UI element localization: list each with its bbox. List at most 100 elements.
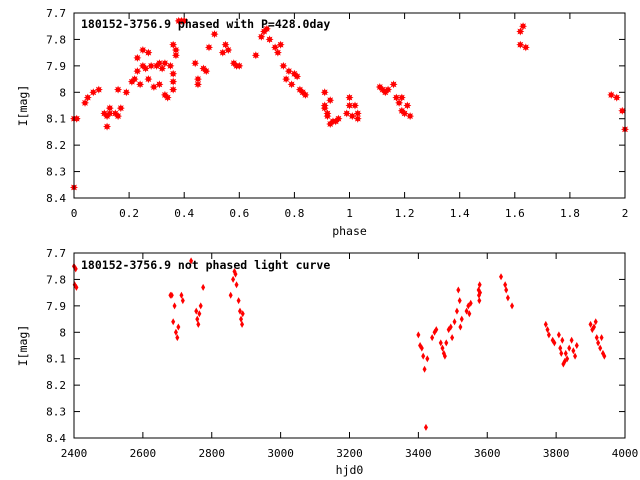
- phased-data-point: [257, 32, 266, 41]
- unphased-data-point: [556, 331, 561, 339]
- unphased-x-axis: 2400 2600 2800 3000 3200 3400 3600 3800 4000: [61, 253, 639, 460]
- unphased-x-tick-label: 3200: [336, 447, 363, 460]
- unphased-data-point: [457, 297, 462, 305]
- unphased-data-point: [425, 355, 430, 363]
- phased-data-point: [618, 106, 627, 115]
- unphased-data-point: [543, 320, 548, 328]
- unphased-data-point: [598, 344, 603, 352]
- unphased-data-point: [563, 349, 568, 357]
- unphased-data-point: [599, 334, 604, 342]
- unphased-y-tick-label: 7.8: [46, 273, 66, 286]
- unphased-data-point: [592, 323, 597, 331]
- phased-data-point: [169, 77, 178, 86]
- unphased-data-point: [179, 291, 184, 299]
- unphased-y-tick-label: 8.2: [46, 379, 66, 392]
- phased-y-tick-label: 8.2: [46, 139, 66, 152]
- phased-x-tick-label: 2: [622, 207, 629, 220]
- phased-data-point: [144, 48, 153, 57]
- unphased-data-point: [574, 342, 579, 349]
- phased-data-point: [160, 59, 169, 68]
- phased-data-point: [72, 114, 81, 123]
- phased-data-point: [395, 98, 404, 107]
- unphased-data-point: [602, 352, 607, 360]
- unphased-data-point: [231, 275, 236, 283]
- phased-data-point: [326, 96, 335, 105]
- unphased-y-tick-label: 7.9: [46, 300, 66, 313]
- phased-y-axis: 7.7 7.8 7.9 8 8.1 8.2 8.3 8.4: [46, 7, 625, 205]
- unphased-data-point: [240, 320, 245, 328]
- phased-x-tick-label: 0.6: [229, 207, 249, 220]
- unphased-data-point: [546, 331, 551, 339]
- unphased-data-point: [194, 307, 199, 315]
- unphased-data-point: [448, 323, 453, 331]
- phased-data-point: [105, 104, 114, 113]
- unphased-x-tick-label: 4000: [612, 447, 639, 460]
- unphased-data-point: [175, 334, 180, 342]
- unphased-data-point: [195, 315, 200, 323]
- unphased-y-tick-label: 7.7: [46, 247, 66, 260]
- unphased-data-point: [189, 257, 194, 265]
- unphased-data-point: [499, 273, 504, 281]
- phased-y-tick-label: 8: [59, 86, 66, 99]
- unphased-data-point: [419, 344, 424, 352]
- unphased-data-point: [74, 283, 79, 291]
- unphased-data-point: [452, 318, 457, 326]
- unphased-x-tick-label: 2600: [130, 447, 157, 460]
- unphased-data-point: [173, 328, 178, 336]
- phased-data-point: [193, 80, 202, 89]
- unphased-data-point: [464, 307, 469, 315]
- phased-data-point: [265, 35, 274, 44]
- unphased-chart-title: 180152-3756.9 not phased light curve: [81, 258, 330, 272]
- unphased-data-point: [434, 326, 439, 334]
- unphased-data-point: [180, 297, 185, 305]
- phased-x-axis: 0 0.2 0.4 0.6 0.8 1 1.2 1.4 1.6 1.8 2: [71, 13, 629, 220]
- phased-data-point: [262, 24, 271, 33]
- phased-data-point: [348, 112, 357, 121]
- phased-data-point: [136, 80, 145, 89]
- unphased-data-point: [197, 310, 202, 318]
- unphased-data-point: [594, 334, 599, 342]
- phased-y-tick-label: 8.4: [46, 192, 66, 205]
- phased-y-tick-label: 8.1: [46, 113, 66, 126]
- phased-data-point: [83, 93, 92, 102]
- phased-data-point: [133, 67, 142, 76]
- phased-data-point: [235, 61, 244, 70]
- phased-y-tick-label: 7.9: [46, 60, 66, 73]
- phased-light-curve-panel: 7.7 7.8 7.9 8 8.1 8.2 8.3 8.4 0 0.2 0.4 0.6 0.8 1 1.2…: [16, 7, 629, 238]
- phased-data-point: [122, 88, 131, 97]
- phased-x-tick-label: 0: [71, 207, 78, 220]
- unphased-data-point: [477, 281, 482, 289]
- phased-data-point: [284, 67, 293, 76]
- phased-data-point: [116, 104, 125, 113]
- phased-data-point: [612, 93, 621, 102]
- unphased-y-tick-label: 8: [59, 326, 66, 339]
- phased-data-point: [163, 93, 172, 102]
- unphased-plot-frame: [73, 252, 626, 439]
- unphased-data-point: [504, 286, 509, 294]
- phased-data-point: [158, 64, 167, 73]
- phased-data-point: [345, 101, 354, 110]
- phased-data-point: [114, 85, 123, 94]
- phased-data-point: [144, 75, 153, 84]
- unphased-data-point: [172, 302, 177, 310]
- unphased-data-point: [593, 318, 598, 326]
- phased-data-point: [301, 90, 310, 99]
- unphased-data-point: [567, 344, 572, 352]
- phased-data-point: [147, 61, 156, 70]
- phased-data-point: [81, 98, 90, 107]
- unphased-data-point: [416, 331, 421, 339]
- unphased-data-point: [573, 352, 578, 360]
- phased-x-tick-label: 1.2: [395, 207, 415, 220]
- phased-data-point: [521, 43, 530, 52]
- unphased-data-point: [456, 286, 461, 294]
- unphased-data-point: [422, 365, 427, 373]
- unphased-data-point: [240, 310, 245, 318]
- unphased-data-point: [450, 334, 455, 342]
- phased-data-point: [155, 80, 164, 89]
- unphased-data-point: [438, 339, 443, 347]
- phased-data-point: [384, 85, 393, 94]
- unphased-data-point: [558, 344, 563, 352]
- phased-data-point: [205, 43, 213, 52]
- unphased-y-tick-label: 8.3: [46, 406, 66, 419]
- unphased-data-point: [458, 323, 463, 331]
